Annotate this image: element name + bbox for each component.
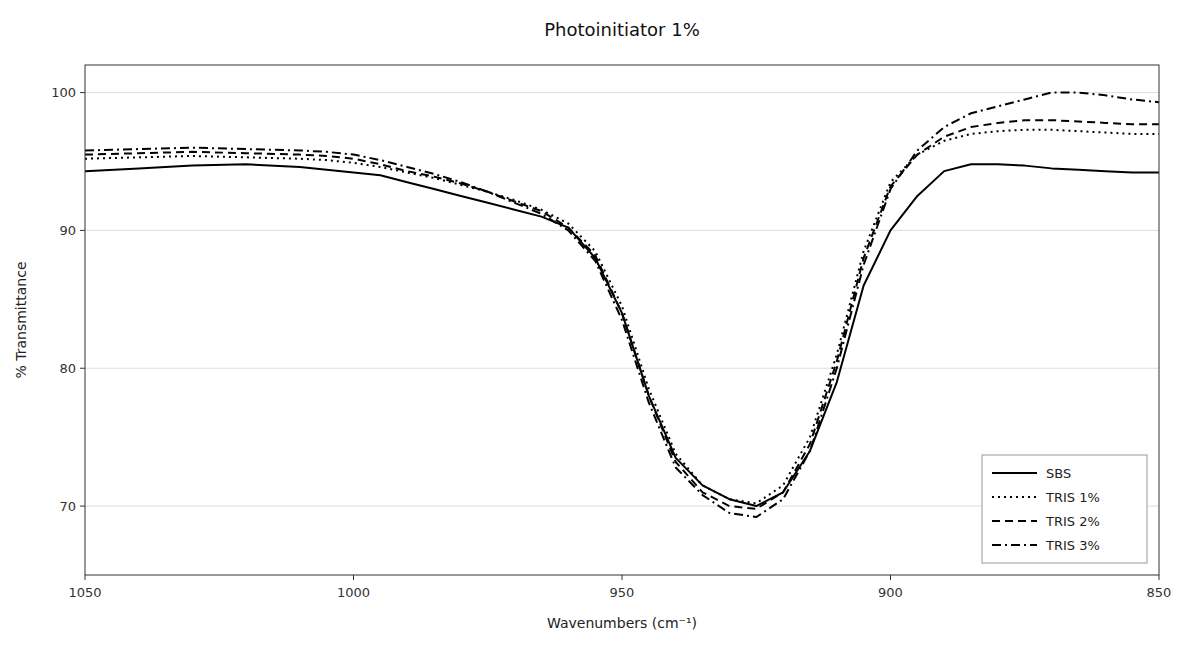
x-tick-label: 1000 (337, 585, 370, 600)
grid (85, 93, 1159, 507)
grid-line (85, 368, 1159, 369)
title: Photoinitiator 1% (544, 19, 700, 40)
legend-label: SBS (1046, 466, 1071, 481)
legend-box (982, 455, 1147, 563)
x-tick-label: 950 (610, 585, 635, 600)
x-axis-label: Wavenumbers (cm⁻¹) (547, 615, 697, 631)
legend-label: TRIS 2% (1045, 514, 1100, 529)
x-tick-label: 850 (1147, 585, 1172, 600)
x-tick (353, 575, 354, 580)
background (0, 0, 1189, 650)
legend-label: TRIS 3% (1045, 538, 1100, 553)
y-tick-label: 100 (51, 85, 76, 100)
legend-swatch (992, 496, 1037, 498)
y-tick (80, 92, 85, 93)
legend: SBS TRIS 1% TRIS 2% TRIS 3% (982, 455, 1147, 563)
y-tick-label: 70 (59, 499, 76, 514)
y-tick-label: 80 (59, 361, 76, 376)
y-axis-label: % Transmittance (13, 261, 29, 378)
x-tick (1159, 575, 1160, 580)
series-line (85, 93, 1159, 518)
grid-line (85, 230, 1159, 231)
axes: 1050 1000 950 900 850 70 80 90 100 (51, 85, 1171, 600)
series-line (85, 120, 1159, 509)
legend-swatch (992, 544, 1037, 546)
series-line (85, 130, 1159, 504)
x-tick (85, 575, 86, 580)
plot-frame (85, 65, 1159, 575)
x-tick (622, 575, 623, 580)
y-tick (80, 230, 85, 231)
chart: 1050 1000 950 900 850 70 80 90 100 Photoinitiator… (0, 0, 1189, 650)
y-tick (80, 368, 85, 369)
grid-line (85, 92, 1159, 93)
x-tick (890, 575, 891, 580)
y-tick (80, 506, 85, 507)
lines (85, 93, 1159, 518)
x-tick-label: 1050 (68, 585, 101, 600)
legend-swatch (992, 520, 1037, 522)
legend-swatch (992, 472, 1037, 474)
x-tick-label: 900 (878, 585, 903, 600)
legend-label: TRIS 1% (1045, 490, 1100, 505)
y-tick-label: 90 (59, 223, 76, 238)
